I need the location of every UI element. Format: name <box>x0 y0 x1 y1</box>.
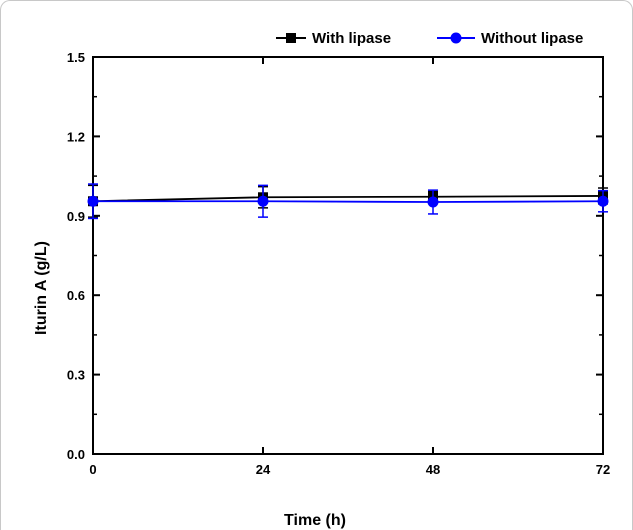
y-tick-label: 0.0 <box>67 447 85 462</box>
y-axis-label: Iturin A (g/L) <box>33 241 50 335</box>
legend-marker-without-lipase <box>450 32 462 44</box>
x-axis-label: Time (h) <box>284 512 346 529</box>
legend-item-without-lipase: Without lipase <box>437 30 583 47</box>
legend-item-with-lipase: With lipase <box>276 30 391 47</box>
plot-area <box>87 56 609 455</box>
data-point-without-lipase <box>427 196 439 208</box>
legend: With lipase Without lipase <box>276 30 583 47</box>
legend-marker-with-lipase <box>286 33 296 43</box>
x-tick-label: 72 <box>596 462 610 477</box>
legend-label-without-lipase: Without lipase <box>481 30 583 47</box>
series-line-with-lipase <box>92 195 604 203</box>
legend-label-with-lipase: With lipase <box>312 30 391 47</box>
data-point-without-lipase <box>597 195 609 207</box>
series-line-without-lipase <box>93 200 604 203</box>
x-tick-label: 48 <box>426 462 440 477</box>
x-tick-label: 24 <box>256 462 271 477</box>
data-point-without-lipase <box>257 195 269 207</box>
y-tick-label: 0.9 <box>67 209 85 224</box>
y-tick-label: 1.5 <box>67 50 85 65</box>
y-tick-label: 0.6 <box>67 288 85 303</box>
plot-frame <box>92 56 604 455</box>
x-tick-label: 0 <box>89 462 96 477</box>
y-tick-label: 0.3 <box>67 368 85 383</box>
data-point-without-lipase <box>87 195 99 207</box>
y-tick-label: 1.2 <box>67 129 85 144</box>
